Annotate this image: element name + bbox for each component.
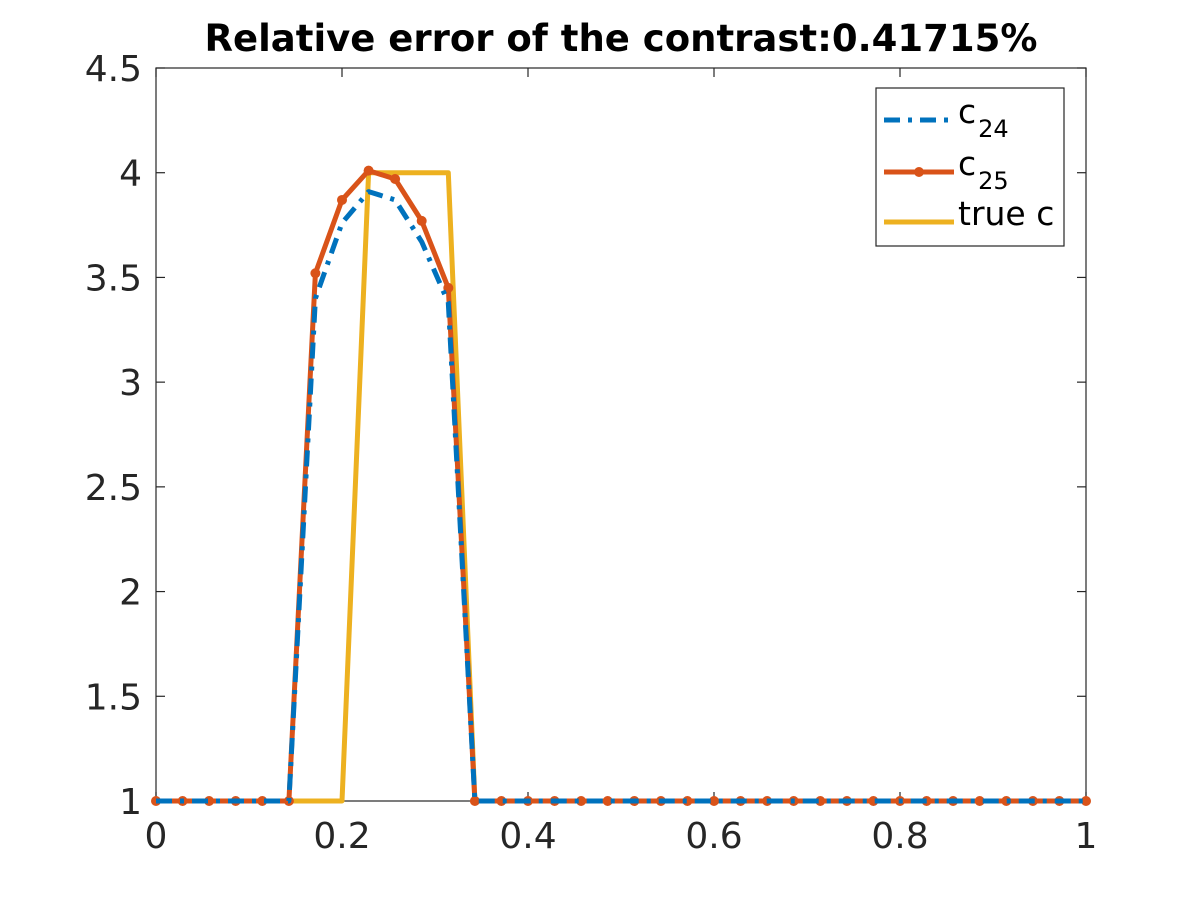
y-tick-label: 3.5: [85, 258, 142, 299]
y-tick-label: 1.5: [85, 677, 142, 718]
x-tick-label: 0.6: [685, 816, 742, 857]
y-tick-label: 3: [119, 363, 142, 404]
y-tick-label: 4: [119, 154, 142, 195]
series-point-1: [1081, 796, 1091, 806]
legend-marker-1: [914, 167, 924, 177]
y-tick-label: 2.5: [85, 468, 142, 509]
x-tick-label: 0.8: [871, 816, 928, 857]
series-point-1: [310, 268, 321, 279]
chart-title: Relative error of the contrast:0.41715%: [205, 17, 1038, 60]
x-tick-label: 0: [145, 816, 168, 857]
series-point-1: [416, 215, 427, 226]
ticks-layer: 0 0.2 0.4 0.6 0.8 1 1 1.5 2 2.5 3 3.5 4 4.5: [85, 49, 1098, 857]
legend-label-main: c: [958, 144, 976, 183]
legend-label-main: c: [958, 92, 976, 131]
series-point-1: [602, 796, 613, 806]
series-line-0: [156, 189, 1086, 804]
legend-label-subscript: 24: [978, 115, 1009, 143]
y-tick-label: 1: [119, 782, 142, 823]
y-tick-label: 4.5: [85, 49, 142, 90]
legend-label-0: c24: [958, 92, 1009, 143]
legend-label-2: true c: [958, 194, 1054, 233]
series-point-1: [709, 796, 719, 806]
legend-label-subscript: 25: [978, 167, 1009, 195]
series-point-1: [363, 165, 374, 176]
legend-label-1: c25: [958, 144, 1009, 195]
x-tick-label: 1: [1075, 816, 1098, 857]
series-point-1: [337, 194, 347, 205]
x-tick-label: 0.2: [313, 816, 370, 857]
series-point-1: [443, 282, 454, 293]
series-point-1: [390, 173, 401, 184]
series-point-1: [469, 796, 480, 806]
y-tick-label: 2: [119, 573, 142, 614]
legend-label-main: true c: [958, 194, 1054, 233]
x-tick-label: 0.4: [499, 816, 556, 857]
series-point-1: [974, 796, 985, 806]
series-layer: [151, 165, 1091, 806]
